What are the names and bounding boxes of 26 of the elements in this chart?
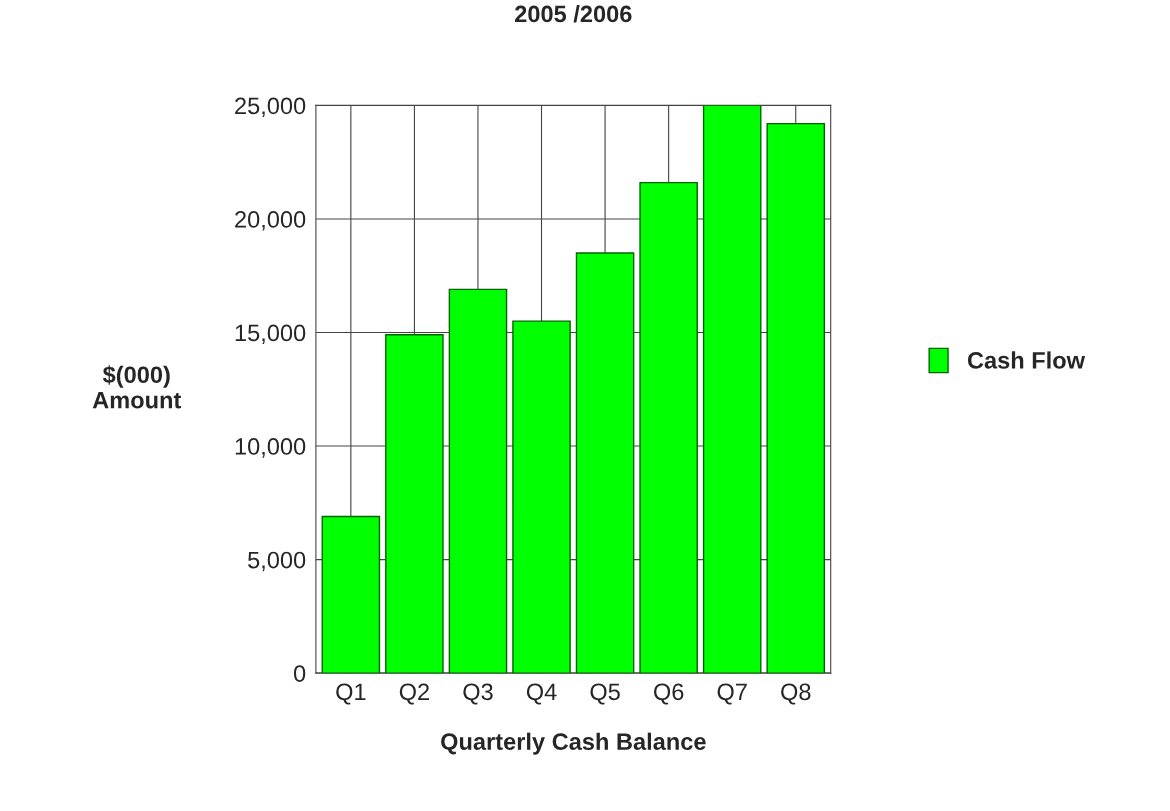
bar bbox=[575, 252, 635, 674]
x-tick-label: Q3 bbox=[463, 683, 493, 705]
x-tick-label: Q2 bbox=[399, 683, 429, 705]
x-tick-label: Q1 bbox=[336, 683, 366, 705]
chart-title: 2005 /2006 bbox=[515, 4, 632, 23]
bar bbox=[448, 288, 508, 674]
bar bbox=[702, 105, 762, 674]
x-tick-label: Q4 bbox=[526, 683, 557, 705]
bar bbox=[639, 181, 698, 674]
y-tick-label: 25,000 bbox=[235, 97, 306, 118]
y-tick-label: 0 bbox=[293, 665, 306, 682]
y-tick-label: 10,000 bbox=[235, 438, 306, 458]
bar bbox=[512, 320, 571, 674]
x-tick-label: Q8 bbox=[781, 683, 811, 705]
x-tick-label: Q5 bbox=[590, 683, 620, 705]
y-tick-label: 20,000 bbox=[235, 211, 306, 231]
y-tick-label: 5,000 bbox=[248, 551, 306, 572]
bar bbox=[766, 122, 826, 674]
y-axis-title: $(000) Amount bbox=[92, 365, 182, 409]
bar bbox=[385, 334, 444, 674]
legend-label: Cash Flow bbox=[967, 351, 1086, 369]
x-axis-title: Quarterly Cash Balance bbox=[441, 732, 706, 755]
x-tick-label: Q6 bbox=[654, 683, 684, 705]
bar bbox=[321, 515, 381, 674]
x-tick-label: Q7 bbox=[717, 683, 747, 705]
y-tick-label: 15,000 bbox=[235, 324, 306, 345]
